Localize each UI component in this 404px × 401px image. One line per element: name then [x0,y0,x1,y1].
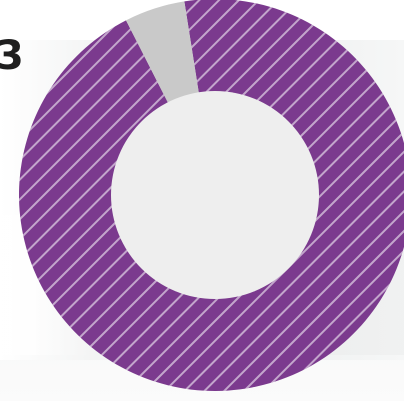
donut-hole [111,91,319,299]
stat-label: 3 [0,33,24,79]
